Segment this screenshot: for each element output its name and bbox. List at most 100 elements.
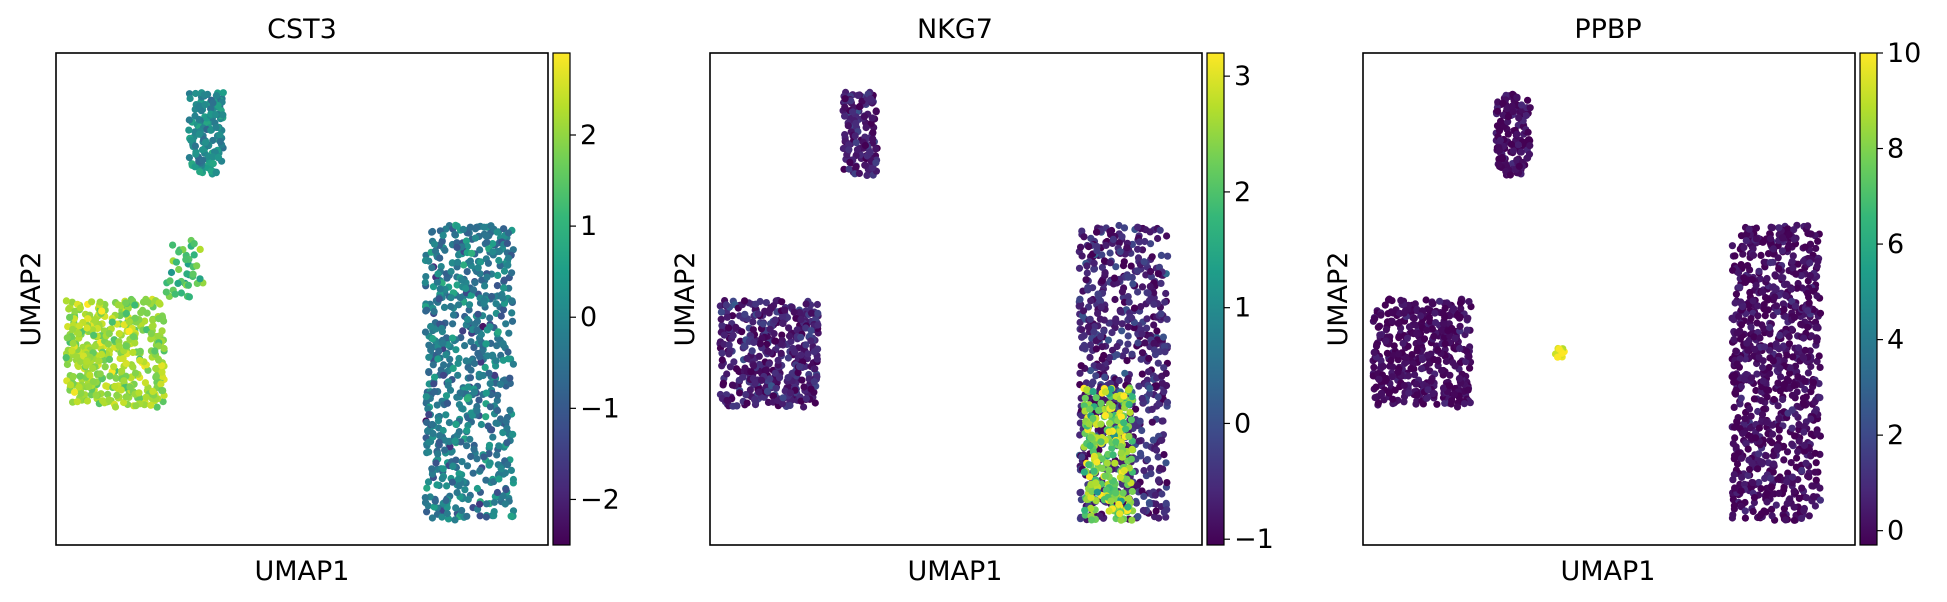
cell-point-right (1731, 299, 1739, 307)
cell-point-right (1788, 424, 1796, 432)
cell-point-top (1515, 114, 1523, 122)
cell-point-right (470, 343, 478, 352)
cell-point-left (1401, 307, 1409, 315)
cell-point-left (122, 299, 130, 307)
cell-point-top (1526, 142, 1534, 150)
cell-point-right (497, 312, 505, 320)
cell-point-right (471, 279, 479, 287)
cell-point-top (1504, 130, 1512, 138)
cell-point-right (438, 324, 446, 333)
cell-point-right (1749, 479, 1757, 487)
cell-point-right (486, 380, 494, 388)
cell-point-left (771, 369, 779, 377)
cell-point-right (1748, 374, 1756, 382)
cell-point-left (132, 402, 140, 410)
cell-point-left-tail (184, 281, 192, 289)
cell-point-left (105, 355, 114, 363)
cell-point-left (814, 309, 822, 317)
cell-point-right (1080, 332, 1088, 340)
cell-point-right (508, 309, 516, 317)
cell-point-right (1775, 265, 1783, 273)
cell-point-right (1744, 471, 1752, 480)
cell-point-right (1124, 332, 1132, 340)
cell-point-left (131, 339, 139, 347)
cell-point-left (1390, 342, 1398, 350)
cell-point-right-lower (1088, 516, 1096, 524)
cell-point-right (493, 488, 501, 497)
cell-point-right (492, 300, 500, 308)
cell-point-left (1394, 350, 1403, 358)
cell-point-left (114, 301, 122, 309)
cell-point-left (1410, 314, 1418, 323)
cell-point-right (1115, 376, 1123, 385)
cell-point-right (1124, 273, 1132, 281)
cell-point-left (159, 387, 167, 395)
cell-point-right (1086, 353, 1094, 361)
cell-point-left-tail (175, 265, 183, 274)
cell-point-right (1082, 276, 1090, 284)
cell-point-right-lower (1086, 473, 1094, 481)
cell-point-right (1163, 315, 1171, 323)
cell-point-right (1733, 360, 1741, 368)
cell-point-right (1732, 290, 1740, 298)
cell-point-right (1806, 259, 1814, 267)
cell-point-right-lower (1115, 500, 1123, 508)
cell-point-right (1768, 439, 1776, 447)
cell-point-top (201, 101, 209, 109)
cell-point-right (1794, 373, 1802, 381)
cell-point-left (1402, 353, 1410, 361)
cell-point-left (1453, 403, 1462, 411)
cell-point-top (848, 108, 857, 116)
cell-point-right (1145, 354, 1153, 363)
cell-point-right-lower (1080, 402, 1088, 410)
cell-point-right (1792, 463, 1800, 471)
cell-point-right (463, 395, 471, 403)
cell-point-top (212, 123, 220, 131)
cell-point-left-tail (183, 270, 191, 278)
cell-point-right (428, 465, 436, 473)
cell-point-right (483, 238, 491, 246)
cell-point-left (1418, 355, 1427, 364)
cell-point-top (191, 163, 199, 171)
cell-point-right (1760, 343, 1769, 351)
cell-point-right (494, 328, 502, 336)
cell-point-top (1517, 148, 1525, 156)
cell-point-right (1782, 291, 1790, 300)
cell-point-right (456, 294, 464, 302)
cell-point-right-lower (1098, 455, 1106, 463)
colorbar-tick-label: 1 (580, 211, 597, 242)
cell-point-right (1737, 383, 1745, 391)
cell-point-right-lower (1103, 459, 1111, 467)
cell-point-top (844, 122, 852, 130)
cell-point-right (424, 478, 433, 486)
cell-point-right (465, 306, 473, 314)
cell-point-right (1787, 285, 1795, 293)
cell-point-left (129, 348, 137, 357)
cell-point-right (1106, 228, 1114, 236)
cell-point-right (1804, 472, 1812, 480)
cell-point-right (1135, 382, 1143, 390)
cell-point-right (1816, 363, 1824, 371)
cell-point-top (1518, 101, 1526, 109)
cell-point-left (718, 356, 726, 364)
cell-point-right-lower (1105, 466, 1113, 474)
cell-point-right (449, 320, 457, 328)
cell-point-right (496, 380, 504, 388)
cell-point-left (115, 330, 123, 338)
cell-point-left (722, 301, 730, 309)
cell-point-right (463, 426, 471, 435)
cell-point-right (506, 374, 514, 382)
panel-title: PPBP (1574, 14, 1641, 45)
cell-point-right (493, 282, 501, 290)
cell-point-right (1750, 494, 1759, 502)
cell-point-right (489, 240, 497, 248)
cell-point-left (85, 383, 93, 391)
cell-point-left (723, 370, 731, 378)
cell-point-left (1463, 326, 1471, 334)
cell-point-left (802, 341, 810, 349)
cell-point-right (425, 257, 433, 265)
cell-point-top (1524, 96, 1532, 104)
cell-point-right (1097, 333, 1105, 341)
cell-point-left (1424, 386, 1432, 394)
cell-point-right (1816, 484, 1824, 492)
